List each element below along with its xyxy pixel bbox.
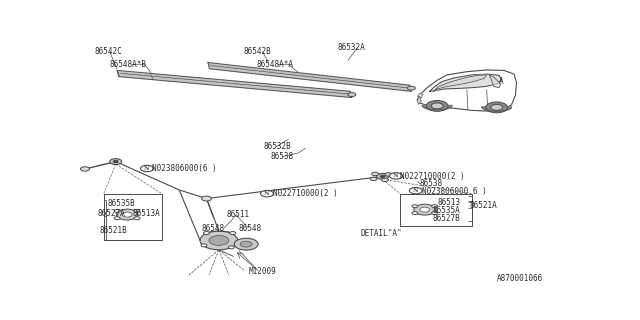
Polygon shape [434, 75, 486, 92]
Text: 86527B: 86527B [432, 214, 460, 223]
Text: 86532A: 86532A [338, 43, 365, 52]
Circle shape [412, 205, 418, 208]
Circle shape [348, 92, 356, 97]
Text: 86513A: 86513A [132, 209, 160, 218]
Text: A: A [499, 77, 504, 86]
Circle shape [370, 177, 377, 180]
Circle shape [116, 209, 138, 220]
Text: 86542C: 86542C [95, 47, 123, 56]
Text: 86548: 86548 [239, 224, 262, 233]
Text: N023806000(6 ): N023806000(6 ) [152, 164, 217, 173]
Text: N022710000(2 ): N022710000(2 ) [400, 172, 465, 181]
Text: N: N [144, 166, 150, 171]
Text: 86521B: 86521B [100, 226, 127, 235]
Text: 86513: 86513 [437, 198, 460, 207]
Text: 86527A: 86527A [97, 209, 125, 218]
Circle shape [134, 209, 140, 212]
Circle shape [204, 232, 209, 235]
Text: N: N [393, 173, 399, 178]
Circle shape [431, 212, 438, 215]
Circle shape [426, 100, 448, 111]
Circle shape [110, 159, 122, 164]
Circle shape [113, 160, 118, 163]
Polygon shape [117, 70, 352, 98]
Polygon shape [482, 107, 511, 111]
Circle shape [209, 236, 229, 245]
Circle shape [380, 175, 385, 178]
Circle shape [376, 173, 388, 179]
Circle shape [431, 103, 443, 109]
Text: N: N [264, 191, 270, 196]
Circle shape [201, 244, 207, 247]
Circle shape [486, 102, 508, 113]
Circle shape [491, 104, 502, 110]
Polygon shape [417, 96, 421, 104]
Circle shape [122, 212, 132, 217]
Circle shape [408, 86, 415, 90]
Polygon shape [422, 105, 452, 110]
Text: 86548A*A: 86548A*A [256, 60, 293, 69]
Polygon shape [490, 75, 500, 88]
Circle shape [414, 204, 436, 215]
Text: 86538: 86538 [420, 179, 443, 188]
Text: 86535B: 86535B [108, 199, 135, 208]
Circle shape [385, 173, 392, 176]
Text: M12009: M12009 [249, 267, 276, 276]
Text: 86532B: 86532B [264, 142, 291, 151]
Text: 86548: 86548 [202, 224, 225, 233]
Polygon shape [208, 62, 412, 92]
Circle shape [412, 212, 418, 215]
Circle shape [230, 232, 236, 235]
Circle shape [228, 246, 234, 249]
Circle shape [410, 188, 422, 194]
Circle shape [431, 205, 438, 208]
Circle shape [134, 217, 140, 220]
Circle shape [81, 167, 90, 171]
Text: 86521A: 86521A [469, 202, 497, 211]
Circle shape [234, 238, 258, 250]
Text: 86538: 86538 [271, 152, 294, 161]
Circle shape [420, 207, 429, 212]
Circle shape [390, 173, 403, 179]
Circle shape [200, 231, 237, 250]
Circle shape [202, 196, 211, 201]
Circle shape [141, 165, 154, 172]
Text: 86511: 86511 [227, 210, 250, 219]
Circle shape [372, 172, 379, 176]
Text: N023806000 6 ): N023806000 6 ) [422, 187, 487, 196]
Text: N022710000(2 ): N022710000(2 ) [273, 189, 338, 198]
Circle shape [114, 217, 120, 220]
Text: N: N [413, 188, 419, 193]
Text: 86542B: 86542B [244, 47, 271, 56]
Text: DETAIL"A": DETAIL"A" [360, 228, 402, 237]
Polygon shape [417, 93, 423, 98]
Text: 86548A*B: 86548A*B [110, 60, 147, 69]
Circle shape [240, 241, 252, 247]
Text: A870001066: A870001066 [497, 274, 543, 283]
Circle shape [381, 178, 388, 181]
Circle shape [260, 190, 273, 197]
Polygon shape [417, 70, 516, 111]
Text: 86535A: 86535A [432, 206, 460, 215]
Circle shape [114, 209, 120, 212]
Polygon shape [429, 74, 502, 92]
